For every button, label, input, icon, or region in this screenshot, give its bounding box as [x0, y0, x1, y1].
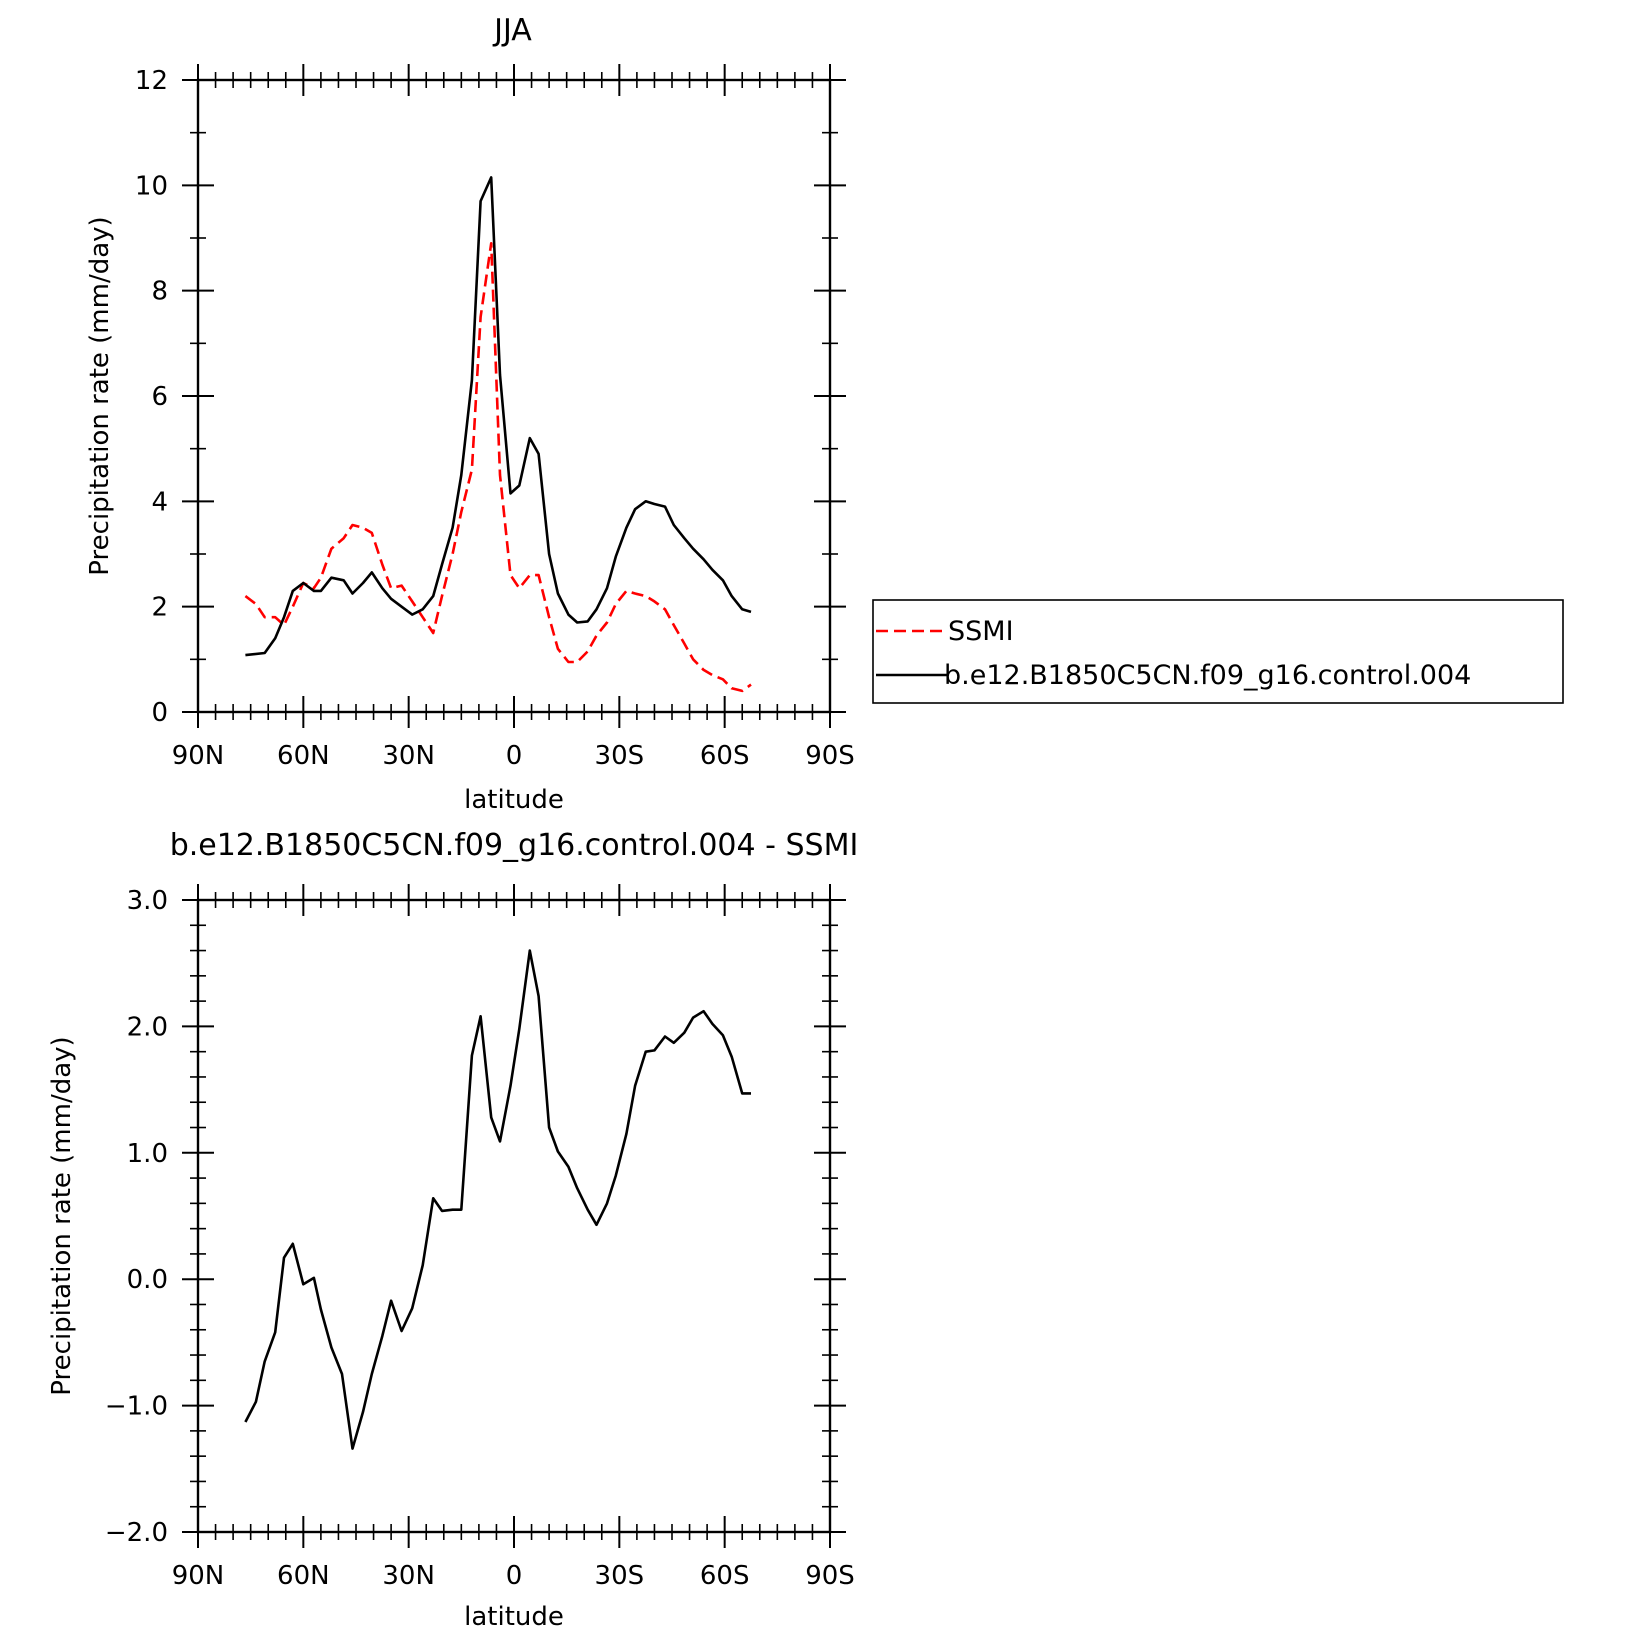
x-tick-label: 30N — [382, 741, 435, 771]
plot-title: JJA — [492, 13, 532, 48]
x-tick-label: 30S — [595, 741, 645, 771]
y-tick-labels: 0 2 4 6 8 10 12 — [135, 66, 168, 728]
x-tick-label: 90N — [172, 1561, 225, 1591]
y-tick-label: 10 — [135, 171, 168, 201]
top-panel: JJA 0 2 4 6 8 10 12 90N 60N 30N 0 30S 60S 90S latitu… — [85, 13, 1564, 815]
y-tick-label: 2.0 — [127, 1012, 168, 1042]
x-tick-label: 0 — [506, 741, 523, 771]
x-tick-label: 60S — [700, 1561, 750, 1591]
x-tick-label: 0 — [506, 1561, 523, 1591]
x-axis-title: latitude — [464, 1602, 564, 1631]
x-tick-label: 60N — [277, 1561, 330, 1591]
legend-label-model: b.e12.B1850C5CN.f09_g16.control.004 — [944, 660, 1471, 691]
y-tick-label: −2.0 — [105, 1518, 168, 1548]
y-tick-label: 2 — [151, 593, 168, 623]
y-tick-label: 1.0 — [127, 1139, 168, 1169]
x-tick-label: 30N — [382, 1561, 435, 1591]
plot-frame — [196, 898, 832, 1534]
legend-box — [872, 599, 1564, 704]
x-axis-title: latitude — [464, 785, 564, 815]
y-tick-label: 0 — [151, 698, 168, 728]
series-layer — [244, 949, 751, 1450]
series-line-difference — [244, 949, 751, 1450]
y-axis-title: Precipitation rate (mm/day) — [85, 216, 115, 575]
series-line-ssmi — [244, 242, 752, 693]
y-tick-label: 4 — [151, 487, 168, 517]
legend-label-ssmi: SSMI — [948, 616, 1014, 647]
x-tick-label: 90N — [172, 741, 225, 771]
plot-frame — [196, 78, 832, 714]
x-tick-labels: 90N 60N 30N 0 30S 60S 90S — [172, 1561, 855, 1591]
y-tick-label: 0.0 — [127, 1265, 168, 1295]
y-tick-label: 6 — [151, 382, 168, 412]
x-tick-label: 60N — [277, 741, 330, 771]
y-tick-label: 3.0 — [127, 886, 168, 916]
tick-marks — [182, 64, 846, 728]
x-tick-label: 30S — [595, 1561, 645, 1591]
y-tick-labels: −2.0 −1.0 0.0 1.0 2.0 3.0 — [105, 886, 168, 1548]
x-tick-label: 90S — [805, 741, 855, 771]
x-tick-labels: 90N 60N 30N 0 30S 60S 90S — [172, 741, 855, 771]
x-tick-label: 60S — [700, 741, 750, 771]
bottom-panel: b.e12.B1850C5CN.f09_g16.control.004 - SS… — [47, 828, 858, 1631]
y-axis-title: Precipitation rate (mm/day) — [47, 1036, 77, 1395]
y-tick-label: 8 — [151, 277, 168, 307]
y-tick-label: −1.0 — [105, 1392, 168, 1422]
legend: SSMI b.e12.B1850C5CN.f09_g16.control.004 — [872, 599, 1564, 704]
y-tick-label: 12 — [135, 66, 168, 96]
series-line-b-e12-b1850c5cn-f09-g16-control-004 — [245, 176, 752, 657]
tick-marks — [182, 884, 846, 1548]
x-tick-label: 90S — [805, 1561, 855, 1591]
plot-title: b.e12.B1850C5CN.f09_g16.control.004 - SS… — [170, 828, 859, 863]
series-layer — [244, 176, 752, 693]
